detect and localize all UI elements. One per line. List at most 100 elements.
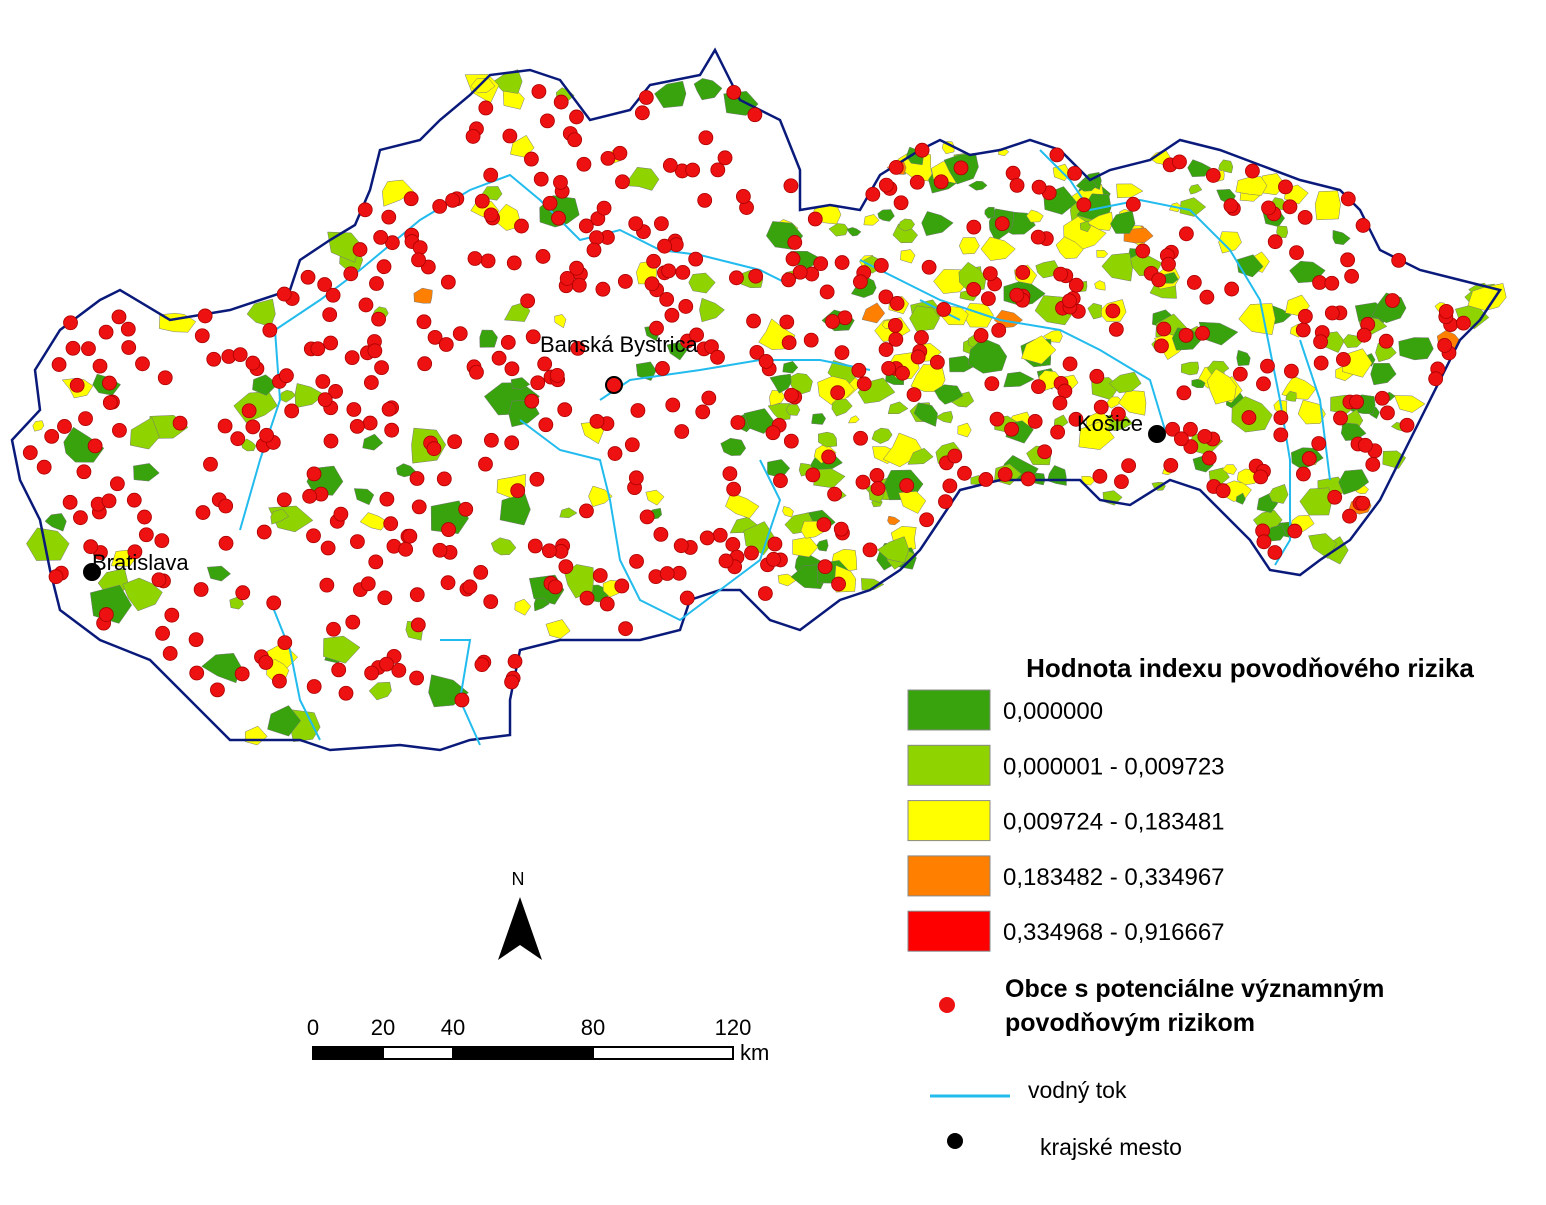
risk-municipality <box>1183 421 1198 437</box>
risk-municipality <box>852 274 868 290</box>
risk-municipality <box>659 566 675 581</box>
risk-municipality <box>310 341 326 357</box>
risk-municipality <box>284 403 300 419</box>
risk-municipality <box>1399 417 1415 433</box>
risk-municipality <box>807 211 823 227</box>
municipality-patch <box>887 515 901 526</box>
municipality-patch <box>1191 378 1206 389</box>
municipality-patch <box>654 80 687 109</box>
risk-municipality <box>888 331 904 347</box>
risk-municipality <box>653 216 669 232</box>
municipality-patch <box>413 287 433 304</box>
risk-municipality <box>551 210 566 226</box>
risk-municipality <box>787 235 803 250</box>
risk-municipality <box>899 478 915 493</box>
risk-municipality <box>323 335 339 351</box>
risk-municipality <box>73 510 88 526</box>
risk-municipality <box>1093 399 1109 415</box>
risk-municipality <box>914 142 930 158</box>
legend-label: 0,000000 <box>1003 698 1103 725</box>
risk-municipality <box>1365 457 1381 472</box>
risk-municipality <box>783 433 799 449</box>
risk-municipality <box>569 260 584 276</box>
municipality-patch <box>693 78 723 101</box>
risk-municipality <box>957 465 972 481</box>
risk-municipality <box>474 193 490 209</box>
risk-municipality <box>151 572 167 588</box>
risk-municipality <box>1067 165 1082 181</box>
risk-municipality <box>102 375 117 391</box>
risk-municipality <box>1004 421 1019 437</box>
risk-municipality <box>729 270 744 286</box>
risk-municipality <box>1273 427 1289 443</box>
risk-municipality <box>500 335 516 350</box>
north-arrow-left <box>498 897 520 960</box>
risk-municipality <box>893 195 909 211</box>
risk-municipality <box>1125 196 1141 212</box>
municipality-patch <box>898 218 916 232</box>
risk-municipality <box>674 424 690 439</box>
city-marker <box>83 563 101 581</box>
municipality-patch <box>368 681 392 701</box>
risk-municipality <box>1344 268 1360 284</box>
risk-municipality <box>137 509 152 525</box>
risk-municipality <box>825 314 840 329</box>
municipality-patch <box>699 297 725 323</box>
municipality-patch <box>554 314 567 329</box>
risk-municipality <box>48 569 64 585</box>
risk-municipality <box>678 299 694 314</box>
risk-municipality <box>325 287 341 303</box>
risk-municipality <box>346 402 362 417</box>
municipality-patch <box>1055 236 1084 259</box>
risk-municipality <box>1154 338 1169 354</box>
risk-municipality <box>462 579 478 595</box>
risk-municipality <box>646 253 662 269</box>
risk-municipality <box>1176 385 1192 401</box>
risk-municipality <box>376 259 392 275</box>
risk-municipality <box>817 559 833 575</box>
risk-municipality <box>1437 338 1453 353</box>
risk-municipality <box>1297 209 1313 225</box>
risk-municipality <box>194 328 210 344</box>
risk-municipality <box>921 259 937 275</box>
risk-municipality <box>942 478 958 494</box>
municipality-patch <box>1123 227 1154 244</box>
risk-municipality <box>1355 495 1371 511</box>
risk-municipality <box>1114 474 1129 490</box>
risk-municipality <box>1199 289 1215 305</box>
municipality-patch <box>362 433 384 451</box>
risk-municipality <box>862 542 878 558</box>
risk-municipality <box>1327 489 1343 505</box>
risk-municipality <box>1161 256 1176 272</box>
municipality-patch <box>133 463 160 482</box>
municipality-patch <box>782 361 799 374</box>
legend-city <box>947 1133 963 1149</box>
risk-municipality <box>306 528 321 544</box>
municipality-patch <box>769 373 792 394</box>
legend-swatch <box>907 800 991 842</box>
scale-segment <box>382 1046 454 1060</box>
municipality-patch <box>240 438 257 452</box>
risk-municipality <box>589 230 604 246</box>
risk-municipality <box>630 403 646 418</box>
risk-municipality <box>1110 406 1126 422</box>
risk-municipality <box>773 473 788 489</box>
risk-municipalities <box>22 84 1471 708</box>
risk-municipality <box>1105 303 1121 319</box>
municipality-patch <box>1268 483 1289 504</box>
risk-municipality <box>409 587 425 603</box>
risk-municipality <box>595 281 611 297</box>
risk-municipality <box>784 387 799 403</box>
risk-municipality <box>1349 394 1364 410</box>
risk-municipality <box>381 209 397 225</box>
municipality-patch <box>1382 450 1407 469</box>
legend-swatch <box>907 689 991 731</box>
risk-municipality <box>323 433 339 449</box>
risk-municipality <box>411 252 426 268</box>
risk-municipality <box>154 533 170 548</box>
legend: Hodnota indexu povodňového rizika 0,0000… <box>907 653 1474 1160</box>
municipality-patch <box>958 237 980 255</box>
risk-municipality <box>379 656 394 672</box>
municipality-patch <box>359 512 388 531</box>
risk-municipality <box>338 685 354 701</box>
